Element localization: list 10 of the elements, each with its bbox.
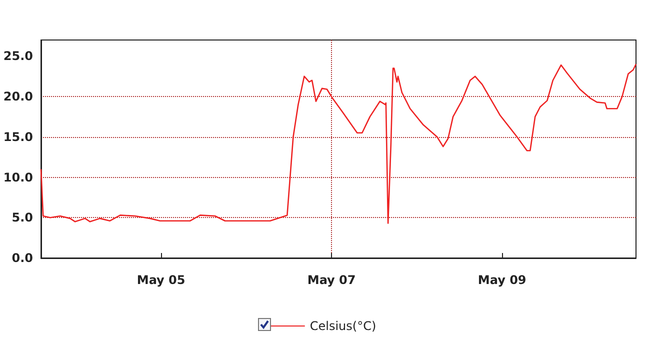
x-tick-label: May 07: [307, 273, 356, 287]
x-tick-label: May 09: [478, 273, 526, 287]
y-tick-label: 15.0: [3, 130, 33, 144]
y-tick-label: 20.0: [3, 90, 33, 104]
legend-label: Celsius(°C): [310, 319, 376, 333]
x-tick-label: May 05: [136, 273, 186, 287]
y-tick-label: 10.0: [3, 170, 33, 184]
y-tick-label: 0.0: [12, 251, 33, 265]
y-tick-label: 5.0: [12, 210, 33, 225]
y-tick-label: 25.0: [3, 49, 33, 64]
